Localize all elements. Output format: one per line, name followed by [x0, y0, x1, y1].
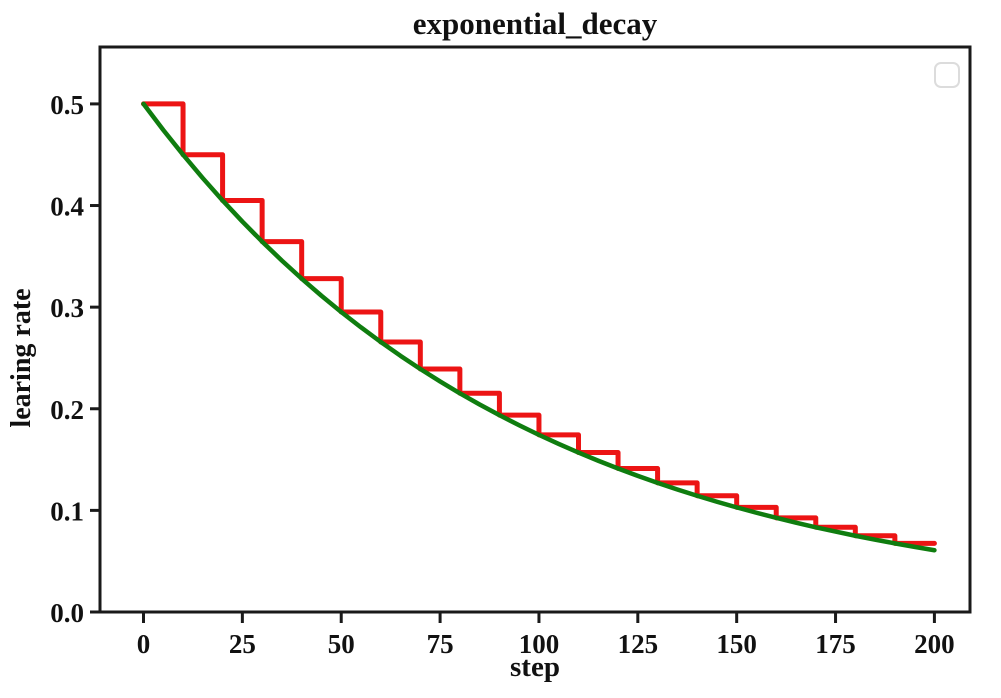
y-tick-label: 0.3 [50, 293, 84, 323]
x-tick-label: 25 [229, 629, 256, 659]
x-tick-label: 50 [328, 629, 355, 659]
x-tick-label: 0 [137, 629, 151, 659]
x-tick-label: 125 [618, 629, 659, 659]
y-tick-label: 0.4 [50, 192, 84, 222]
plot-border [98, 45, 972, 614]
series-staircase-decayed-learning-rate-line [141, 101, 937, 546]
y-tick-label: 0.0 [50, 598, 84, 628]
figure-title: exponential_decay [412, 6, 658, 41]
y-tick-label: 0.2 [50, 395, 84, 425]
x-tick-label: 200 [914, 629, 955, 659]
y-tick-label: 0.1 [50, 496, 84, 526]
x-tick-label: 75 [427, 629, 454, 659]
x-axis-label: step [510, 651, 560, 683]
series-smooth-exponential-decay-line [141, 101, 937, 553]
legend-box [934, 62, 960, 88]
x-tick-label: 175 [815, 629, 856, 659]
x-tick-label: 100 [519, 629, 560, 659]
y-tick-label: 0.5 [50, 90, 84, 120]
x-tick-label: 150 [716, 629, 757, 659]
